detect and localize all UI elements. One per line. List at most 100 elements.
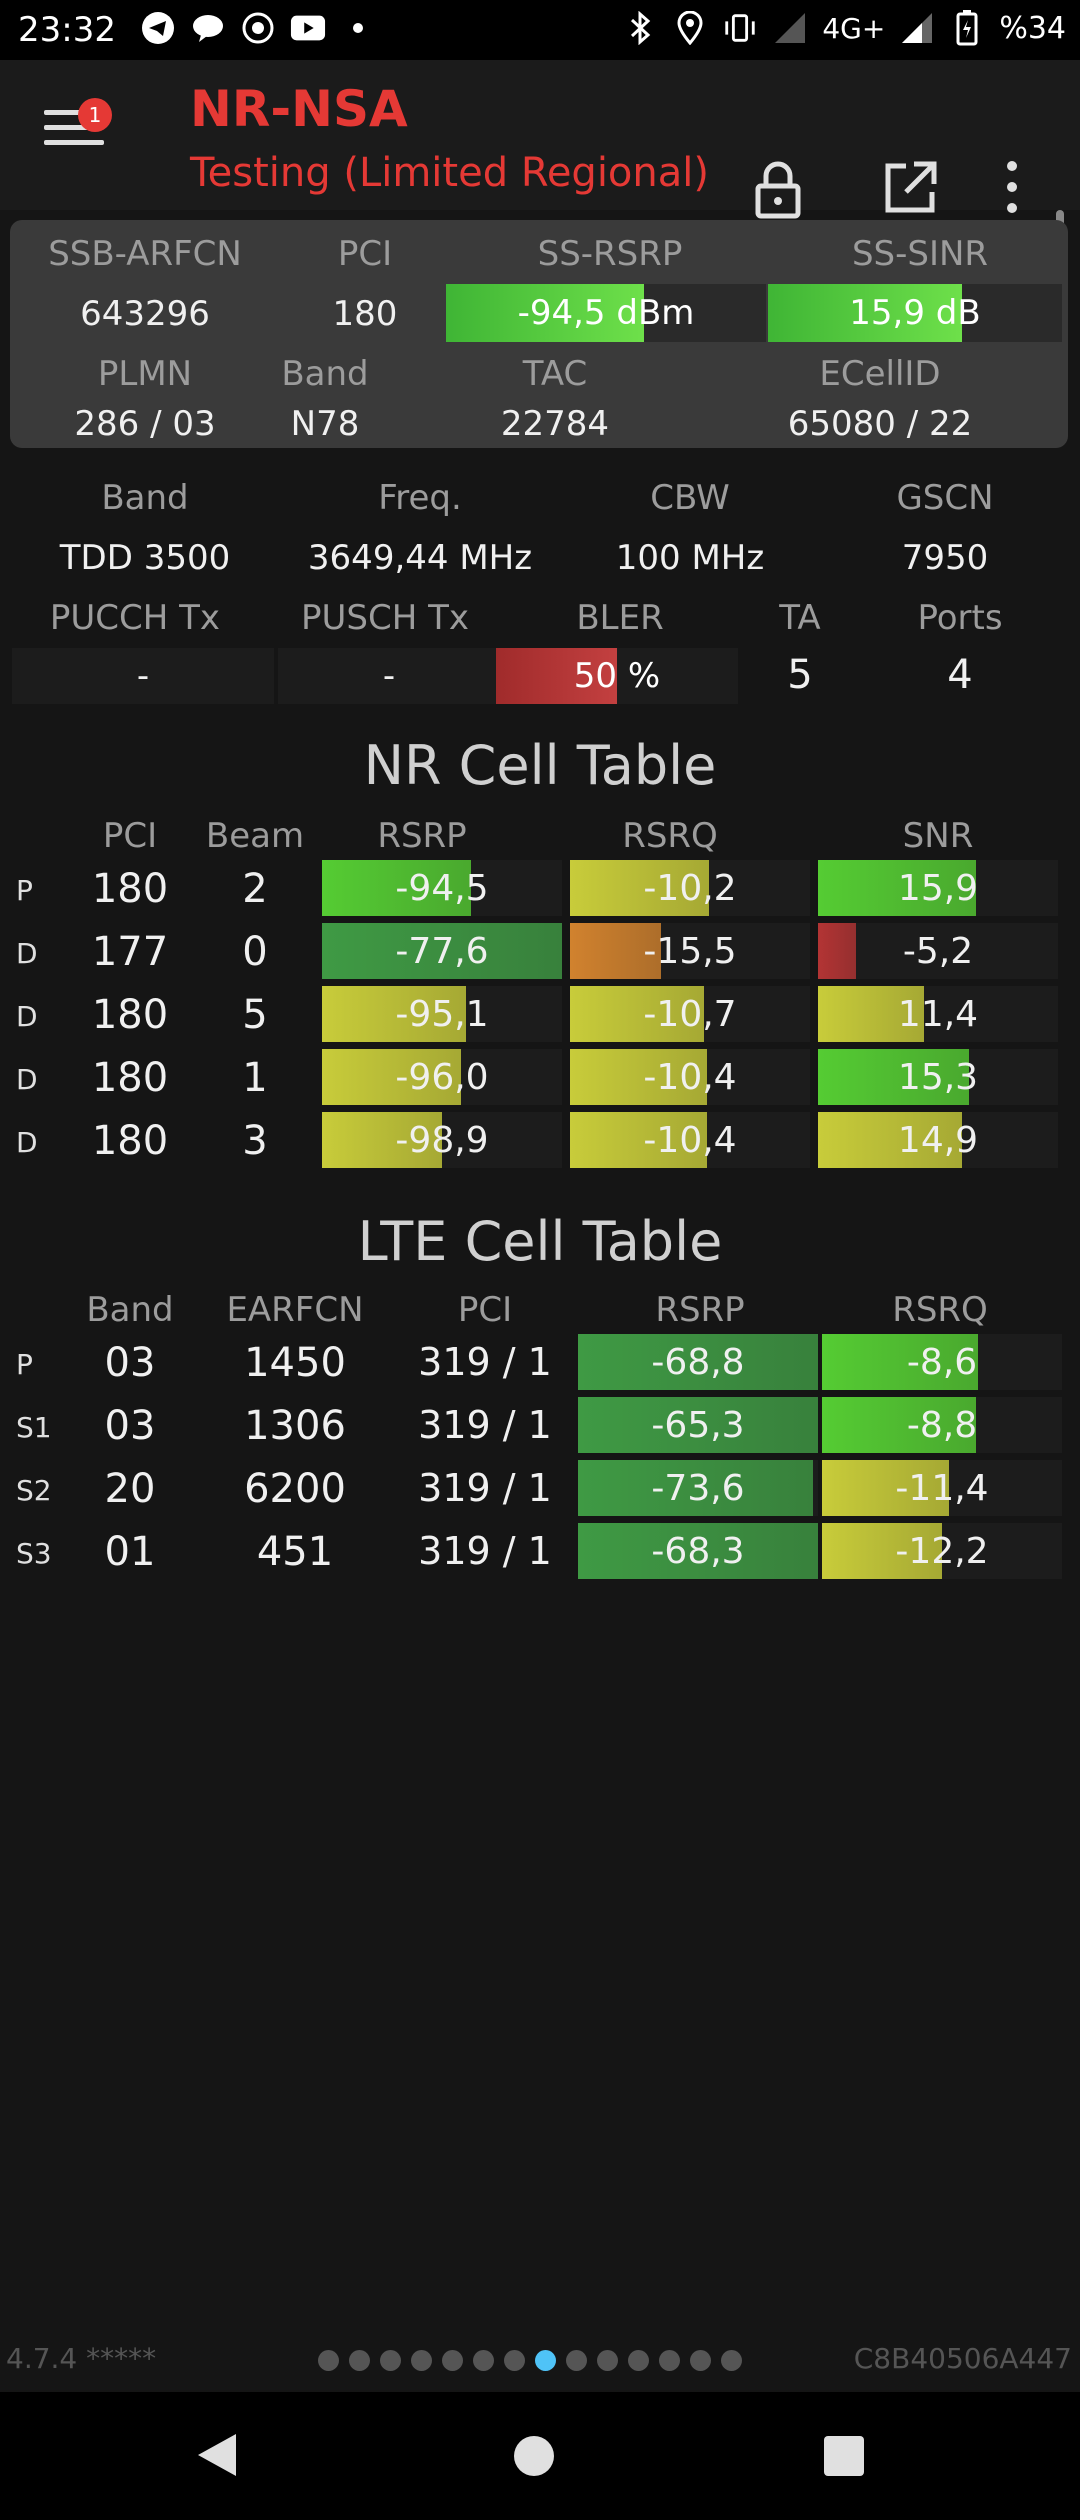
page-dot[interactable] <box>566 2350 587 2371</box>
lte-rsrp-bar: -73,6 <box>578 1460 818 1516</box>
lte-rsrp-value: -68,3 <box>651 1530 745 1572</box>
lte-rsrq-value: -8,6 <box>906 1341 978 1383</box>
nr-header-rsrq: RSRQ <box>622 816 718 856</box>
lte-row-pci: 319 / 1 <box>418 1529 552 1573</box>
value-ports: 4 <box>947 652 973 698</box>
label-freq: Freq. <box>378 478 462 518</box>
youtube-icon <box>290 10 326 46</box>
nr-snr-bar-fill <box>818 986 924 1042</box>
menu-icon <box>44 110 104 115</box>
nr-rsrq-bar-fill <box>570 860 710 916</box>
page-indicator[interactable] <box>318 2350 742 2371</box>
lte-header-rsrp: RSRP <box>655 1290 745 1330</box>
page-dot[interactable] <box>380 2350 401 2371</box>
back-button[interactable] <box>196 2432 240 2482</box>
page-dot[interactable] <box>504 2350 525 2371</box>
nr-rsrp-value: -94,5 <box>395 867 489 909</box>
nr-row-pci: 180 <box>91 1055 169 1101</box>
lte-row-band: 03 <box>104 1403 156 1449</box>
lte-row-earfcn: 451 <box>256 1529 334 1575</box>
nr-row-pci: 177 <box>91 929 169 975</box>
value-pucch: - <box>136 656 150 696</box>
battery-icon <box>949 10 985 46</box>
lte-rsrq-bar-fill <box>822 1523 942 1579</box>
page-dot[interactable] <box>411 2350 432 2371</box>
lte-row-label: S3 <box>16 1537 52 1570</box>
lte-rsrq-value: -8,8 <box>906 1404 978 1446</box>
sinr-bar-fill <box>768 284 963 342</box>
value-cbw: 100 MHz <box>615 538 765 578</box>
recents-button[interactable] <box>824 2436 864 2476</box>
value-bler: 50 % <box>573 656 661 696</box>
back-icon <box>198 2434 236 2476</box>
page-dot[interactable] <box>473 2350 494 2371</box>
open-external-button[interactable] <box>882 160 938 220</box>
value-ta: 5 <box>787 652 813 698</box>
lte-rsrp-value: -65,3 <box>651 1404 745 1446</box>
lte-row-label: S1 <box>16 1411 52 1444</box>
device-id: C8B40506A447 <box>853 2342 1072 2375</box>
nr-snr-bar-fill <box>818 1049 970 1105</box>
value-plmn: 286 / 03 <box>74 404 216 444</box>
nr-rsrp-bar-fill <box>322 1049 462 1105</box>
page-dot[interactable] <box>628 2350 649 2371</box>
lte-rsrp-bar: -68,8 <box>578 1334 818 1390</box>
nr-rsrp-bar: -95,1 <box>322 986 562 1042</box>
nr-snr-value: 14,9 <box>897 1119 979 1161</box>
value-band-detail: TDD 3500 <box>59 538 231 578</box>
lte-rsrq-bar-fill <box>822 1397 976 1453</box>
label-gscn: GSCN <box>896 478 994 518</box>
signal-icon <box>772 10 808 46</box>
page-dot[interactable] <box>597 2350 618 2371</box>
nr-rsrq-value: -10,4 <box>643 1056 737 1098</box>
lte-rsrp-bar-fill <box>578 1334 818 1390</box>
app-subtitle: Testing (Limited Regional) <box>190 150 709 196</box>
lte-row-earfcn: 1450 <box>244 1340 346 1386</box>
nr-row-pci: 180 <box>91 1118 169 1164</box>
more-options-button[interactable] <box>1004 160 1020 218</box>
label-ports: Ports <box>917 598 1003 638</box>
nr-snr-value: 11,4 <box>897 993 979 1035</box>
nr-row-beam: 1 <box>242 1055 268 1101</box>
lte-row-pci: 319 / 1 <box>418 1340 552 1384</box>
nr-snr-bar: -5,2 <box>818 923 1058 979</box>
sinr-bar: 15,9 dB <box>768 284 1062 342</box>
lte-row-earfcn: 1306 <box>244 1403 346 1449</box>
open-external-icon <box>885 161 937 213</box>
lte-rsrq-bar-fill <box>822 1334 978 1390</box>
page-dot[interactable] <box>535 2350 556 2371</box>
home-button[interactable] <box>514 2436 554 2476</box>
lte-rsrp-bar-fill <box>578 1397 818 1453</box>
nr-rsrp-bar: -96,0 <box>322 1049 562 1105</box>
nr-snr-bar-fill <box>818 860 977 916</box>
menu-button[interactable] <box>44 110 104 160</box>
lte-rsrq-bar: -12,2 <box>822 1523 1062 1579</box>
page-dot[interactable] <box>442 2350 463 2371</box>
value-tac: 22784 <box>500 404 610 444</box>
lte-row-label: P <box>16 1348 33 1381</box>
lock-button[interactable] <box>752 160 804 224</box>
label-cbw: CBW <box>650 478 730 518</box>
page-dot[interactable] <box>349 2350 370 2371</box>
label-band-detail: Band <box>101 478 189 518</box>
page-dot[interactable] <box>659 2350 680 2371</box>
telegram-icon <box>140 10 176 46</box>
page-dot[interactable] <box>690 2350 711 2371</box>
summary-panel: SSB-ARFCN PCI SS-RSRP SS-SINR 643296 180… <box>10 220 1068 448</box>
label-band: Band <box>281 354 369 394</box>
page-dot[interactable] <box>721 2350 742 2371</box>
nr-snr-bar-fill <box>818 1112 962 1168</box>
lte-row-pci: 319 / 1 <box>418 1403 552 1447</box>
whatsapp-icon <box>240 10 276 46</box>
value-pci: 180 <box>332 294 398 334</box>
nr-rsrq-value: -10,2 <box>643 867 737 909</box>
nr-row-pci: 180 <box>91 992 169 1038</box>
pucch-bar: - <box>12 648 274 704</box>
nr-rsrp-value: -98,9 <box>395 1119 489 1161</box>
lte-row-label: S2 <box>16 1474 52 1507</box>
rsrp-bar-fill <box>446 284 645 342</box>
value-rsrp: -94,5 dBm <box>517 293 695 333</box>
page-dot[interactable] <box>318 2350 339 2371</box>
lte-row-band: 01 <box>104 1529 156 1575</box>
lte-row-earfcn: 6200 <box>244 1466 346 1512</box>
